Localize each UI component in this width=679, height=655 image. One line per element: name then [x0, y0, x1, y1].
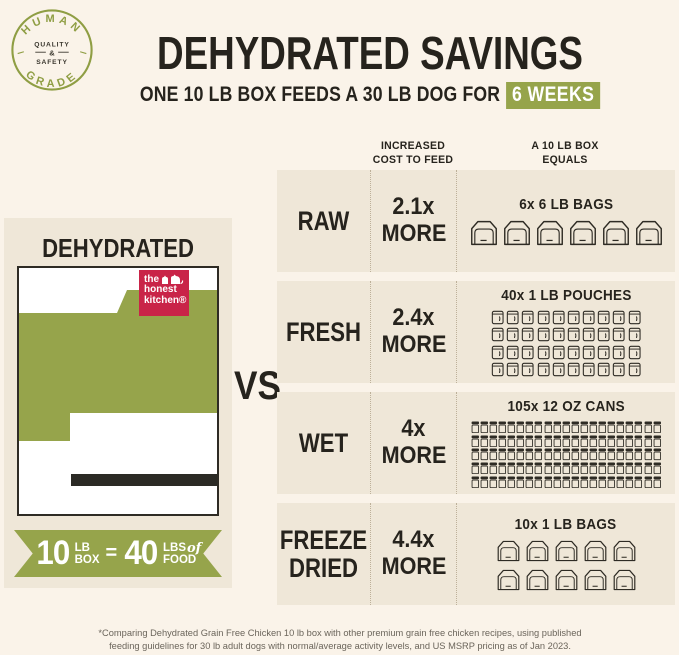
table-row-freeze-dried: FREEZE DRIED 4.4x MORE 10x 1 LB BAGS: [277, 503, 675, 605]
box-artwork-black-bar: [71, 474, 217, 486]
icon-caption: 6x 6 LB BAGS: [518, 195, 614, 213]
subtitle: ONE 10 LB BOX FEEDS A 30 LB DOG FOR 6 WE…: [118, 81, 622, 109]
dehydrated-panel: DEHYDRATED the honest kitchen® 10 LB BOX: [4, 218, 232, 588]
ribbon-box: BOX: [74, 553, 100, 566]
row-equivalent: 105x 12 OZ CANS: [457, 392, 675, 494]
cost-multiplier: 2.4x: [392, 304, 435, 332]
table-row-fresh: FRESH 2.4x MORE 40x 1 LB POUCHES: [277, 281, 675, 383]
column-header-equals: A 10 LB BOX EQUALS: [531, 140, 599, 167]
row-cost: 4x MORE: [370, 392, 457, 494]
page-title: DEHYDRATED SAVINGS: [157, 27, 583, 79]
row-label: RAW: [297, 205, 350, 236]
logo-line-honest: honest: [144, 284, 177, 296]
cost-suffix: MORE: [381, 553, 446, 580]
can-icons-grid: [470, 421, 663, 489]
bag-icons-grid: [495, 539, 638, 592]
ribbon-num-40: 40: [124, 534, 159, 572]
cost-suffix: MORE: [381, 220, 446, 247]
cost-multiplier: 2.1x: [392, 193, 435, 221]
comparison-table: RAW 2.1x MORE 6x 6 LB BAGS: [277, 170, 675, 614]
vs-label: VS: [234, 364, 281, 408]
icon-caption: 105x 12 OZ CANS: [507, 397, 625, 415]
cost-suffix: MORE: [381, 331, 446, 358]
human-grade-badge-icon: HUMAN GRADE QUALITY & SAFETY: [11, 9, 93, 91]
row-equivalent: 6x 6 LB BAGS: [457, 170, 675, 272]
row-label: FREEZE DRIED: [279, 524, 368, 583]
pouch-icons-grid: [490, 310, 642, 378]
icon-caption: 10x 1 LB BAGS: [515, 516, 617, 533]
column-header-cost: INCREASED COST TO FEED: [372, 140, 454, 167]
six-weeks-highlight: 6 WEEKS: [506, 81, 601, 109]
row-cost: 4.4x MORE: [370, 503, 457, 605]
ribbon-num-10: 10: [36, 534, 70, 572]
table-row-raw: RAW 2.1x MORE 6x 6 LB BAGS: [277, 170, 675, 272]
cost-multiplier: 4.4x: [392, 526, 435, 554]
cat-dog-icon: [162, 274, 184, 285]
row-label: WET: [298, 427, 349, 458]
ribbon-food: FOOD: [163, 553, 197, 566]
dehydrated-heading: DEHYDRATED: [42, 233, 194, 263]
badge-center-safety: SAFETY: [36, 59, 68, 66]
row-equivalent: 10x 1 LB BAGS: [457, 503, 675, 605]
cost-multiplier: 4x: [401, 415, 426, 443]
bag-icons-grid: [468, 219, 665, 247]
ribbon-of: of: [187, 540, 202, 556]
ribbon-lb-box: LB BOX: [74, 541, 100, 566]
table-row-wet: WET 4x MORE 105x 12 OZ CANS: [277, 392, 675, 494]
ribbon-lbs-food: LBS of FOOD: [163, 540, 202, 566]
footnote: *Comparing Dehydrated Grain Free Chicken…: [98, 628, 582, 652]
honest-kitchen-logo: the honest kitchen®: [139, 270, 189, 316]
ribbon-lbs: LBS: [163, 541, 186, 554]
cost-suffix: MORE: [381, 442, 446, 469]
equivalence-ribbon: 10 LB BOX = 40 LBS of FOOD: [14, 530, 222, 577]
badge-center-ampersand: &: [49, 48, 55, 57]
row-cost: 2.4x MORE: [370, 281, 457, 383]
row-cost: 2.1x MORE: [370, 170, 457, 272]
ribbon-equals: =: [105, 542, 118, 564]
row-label: FRESH: [285, 316, 362, 347]
product-box-illustration: the honest kitchen®: [17, 266, 219, 516]
badge-center-quality: QUALITY: [34, 41, 69, 48]
subtitle-text: ONE 10 LB BOX FEEDS A 30 LB DOG FOR: [139, 83, 501, 107]
logo-line-kitchen: kitchen®: [144, 294, 187, 306]
icon-caption: 40x 1 LB POUCHES: [500, 286, 632, 304]
ribbon-lb: LB: [74, 541, 90, 554]
row-equivalent: 40x 1 LB POUCHES: [457, 281, 675, 383]
logo-line-the: the: [144, 274, 159, 285]
header: DEHYDRATED SAVINGS ONE 10 LB BOX FEEDS A…: [70, 30, 670, 109]
